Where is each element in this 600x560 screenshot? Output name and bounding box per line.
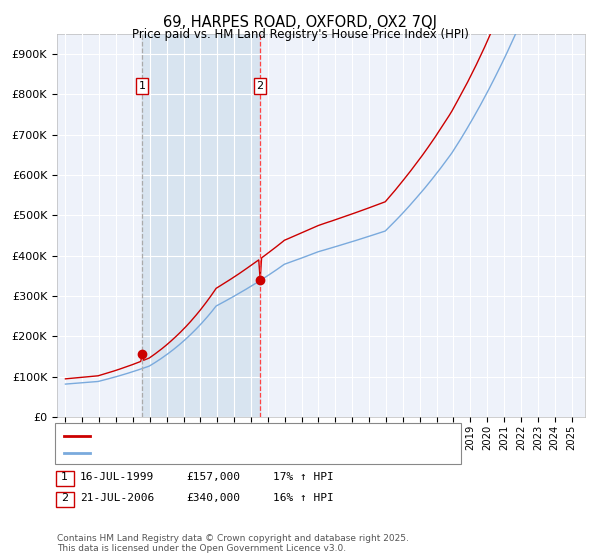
Text: Price paid vs. HM Land Registry's House Price Index (HPI): Price paid vs. HM Land Registry's House …: [131, 28, 469, 41]
Text: 2: 2: [61, 493, 68, 503]
Text: 69, HARPES ROAD, OXFORD, OX2 7QJ: 69, HARPES ROAD, OXFORD, OX2 7QJ: [163, 15, 437, 30]
Text: Contains HM Land Registry data © Crown copyright and database right 2025.
This d: Contains HM Land Registry data © Crown c…: [57, 534, 409, 553]
Text: 16% ↑ HPI: 16% ↑ HPI: [273, 493, 334, 503]
Text: 2: 2: [257, 81, 263, 91]
Text: 21-JUL-2006: 21-JUL-2006: [80, 493, 154, 503]
Text: £157,000: £157,000: [186, 472, 240, 482]
Text: £340,000: £340,000: [186, 493, 240, 503]
Text: 1: 1: [139, 81, 146, 91]
Text: 69, HARPES ROAD, OXFORD, OX2 7QJ (semi-detached house): 69, HARPES ROAD, OXFORD, OX2 7QJ (semi-d…: [94, 431, 412, 441]
Text: 16-JUL-1999: 16-JUL-1999: [80, 472, 154, 482]
Text: HPI: Average price, semi-detached house, Oxford: HPI: Average price, semi-detached house,…: [94, 448, 351, 458]
Bar: [142, 34, 260, 417]
Text: 1: 1: [61, 472, 68, 482]
Text: 17% ↑ HPI: 17% ↑ HPI: [273, 472, 334, 482]
